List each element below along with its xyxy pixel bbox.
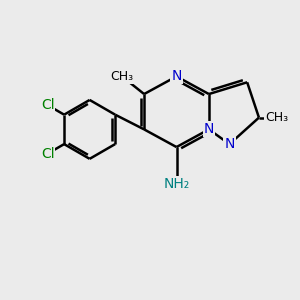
Text: Cl: Cl (41, 147, 54, 161)
Text: CH₃: CH₃ (265, 111, 288, 124)
Text: N: N (171, 69, 182, 83)
Text: N: N (204, 122, 214, 136)
Text: N: N (224, 137, 235, 151)
Text: Cl: Cl (41, 98, 54, 112)
Text: CH₃: CH₃ (110, 70, 134, 83)
Text: NH₂: NH₂ (164, 177, 190, 191)
